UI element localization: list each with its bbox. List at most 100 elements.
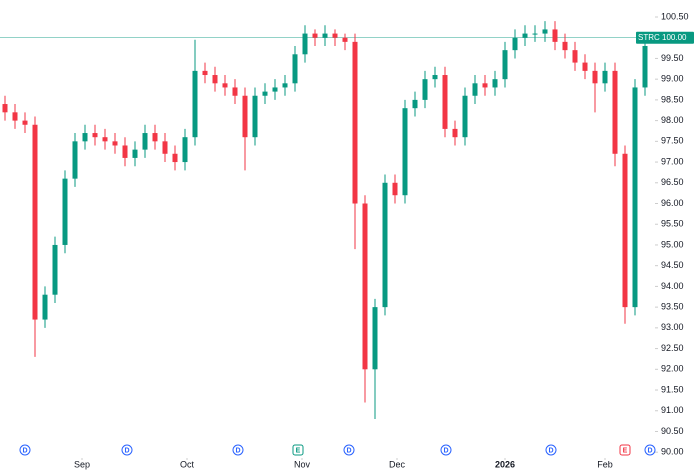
candle-body (512, 37, 518, 51)
price-label: 100.00 (662, 33, 687, 42)
event-label: E (623, 447, 628, 454)
candle-body (582, 62, 588, 71)
y-tick-label: 99.00 (661, 74, 684, 84)
y-tick-label: 96.50 (661, 177, 684, 187)
candle-body (12, 112, 18, 121)
x-tick-label: Sep (74, 459, 90, 469)
x-tick-label: 2026 (495, 459, 515, 469)
candle-body (72, 141, 78, 179)
event-box (619, 444, 631, 456)
candle-body (22, 120, 28, 125)
candle-body (2, 104, 8, 113)
candle-body (392, 182, 398, 196)
candle-body (602, 70, 608, 84)
candle-body (612, 70, 618, 154)
candle-body (282, 83, 288, 88)
event-marker: D (343, 444, 355, 456)
y-tick-label: 94.50 (661, 260, 684, 270)
candle-body (352, 41, 358, 204)
event-circle (232, 444, 244, 456)
candle-body (142, 133, 148, 150)
candle-body (272, 87, 278, 92)
candle-body (82, 133, 88, 142)
event-label: E (296, 447, 301, 454)
event-label: D (443, 447, 448, 454)
x-tick-label: Feb (597, 459, 613, 469)
candle-body (442, 75, 448, 129)
event-marker: D (121, 444, 133, 456)
y-tick-label: 96.00 (661, 198, 684, 208)
y-tick-label: 93.00 (661, 322, 684, 332)
event-label: D (235, 447, 240, 454)
candle-body (332, 33, 338, 38)
candle-body (62, 178, 68, 245)
candle-body (472, 83, 478, 96)
candle-body (492, 79, 498, 88)
candle-body (482, 83, 488, 88)
candle-body (172, 153, 178, 163)
candle-body (242, 95, 248, 138)
candle-body (422, 79, 428, 100)
candle-body (182, 137, 188, 163)
y-tick-label: 92.00 (661, 364, 684, 374)
candle-body (32, 124, 38, 320)
event-marker: E (292, 444, 304, 456)
candle-body (362, 203, 368, 370)
candle-body (452, 128, 458, 138)
y-tick-label: 97.00 (661, 156, 684, 166)
y-tick-label: 99.50 (661, 53, 684, 63)
candle-body (312, 33, 318, 38)
candle-body (302, 33, 308, 55)
y-tick-label: 97.50 (661, 136, 684, 146)
candle-body (402, 108, 408, 196)
candle-body (212, 75, 218, 84)
candle-body (542, 29, 548, 34)
event-marker: D (232, 444, 244, 456)
y-tick-label: 91.00 (661, 405, 684, 415)
event-box (292, 444, 304, 456)
y-tick-label: 98.50 (661, 94, 684, 104)
candle-body (292, 54, 298, 84)
event-label: D (346, 447, 351, 454)
candle-body (642, 46, 648, 88)
x-tick-label: Oct (180, 459, 195, 469)
candle-body (222, 83, 228, 88)
event-label: D (22, 447, 27, 454)
candle-body (102, 137, 108, 142)
candle-body (192, 70, 198, 138)
event-circle (121, 444, 133, 456)
event-circle (545, 444, 557, 456)
candle-body (432, 75, 438, 80)
y-tick-label: 92.50 (661, 343, 684, 353)
candle-body (232, 87, 238, 96)
candle-body (162, 141, 168, 154)
candle-body (372, 307, 378, 370)
candle-body (552, 29, 558, 42)
event-marker: E (619, 444, 631, 456)
event-label: D (647, 447, 652, 454)
y-tick-label: 90.00 (661, 447, 684, 457)
candle-body (632, 87, 638, 308)
y-tick-label: 93.50 (661, 302, 684, 312)
candle-body (322, 33, 328, 38)
candle-body (152, 133, 158, 142)
event-marker: D (545, 444, 557, 456)
candle-body (132, 149, 138, 158)
y-tick-label: 94.00 (661, 281, 684, 291)
y-tick-label: 90.50 (661, 426, 684, 436)
candle-body (112, 141, 118, 146)
candle-body (462, 95, 468, 138)
candle-body (52, 244, 58, 295)
y-tick-label: 91.50 (661, 384, 684, 394)
y-tick-label: 95.00 (661, 239, 684, 249)
event-marker: D (19, 444, 31, 456)
candle-body (342, 37, 348, 42)
candle-body (502, 50, 508, 80)
candle-body (412, 99, 418, 109)
event-circle (440, 444, 452, 456)
event-marker: D (440, 444, 452, 456)
event-circle (644, 444, 656, 456)
x-tick-label: Nov (294, 459, 311, 469)
price-badge (636, 31, 694, 44)
candle-body (522, 33, 528, 38)
